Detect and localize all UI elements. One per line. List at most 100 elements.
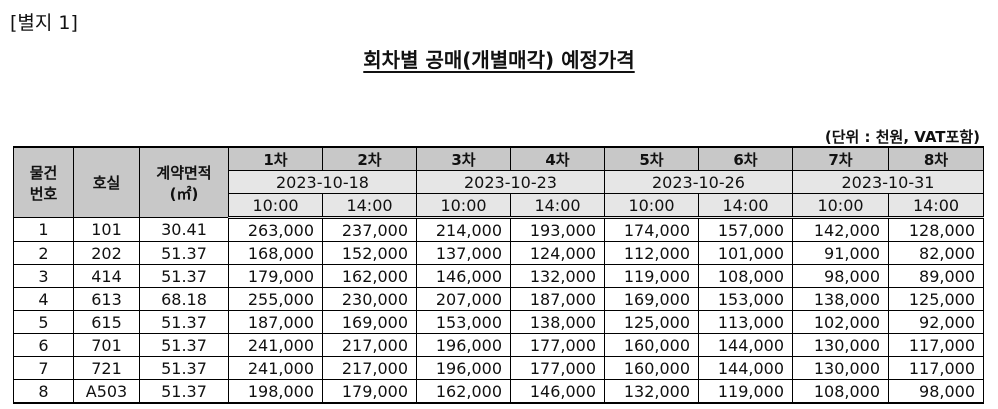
cell-price: 117,000: [888, 333, 984, 357]
cell-item-no: 7: [13, 356, 74, 380]
header-round: 4차: [510, 146, 605, 171]
header-round: 6차: [698, 146, 793, 171]
cell-price: 177,000: [510, 356, 605, 380]
header-time: 14:00: [698, 193, 793, 219]
cell-price: 117,000: [888, 356, 984, 380]
cell-price: 91,000: [792, 241, 889, 265]
cell-price: 217,000: [322, 356, 417, 380]
table-row: 6 701 51.37 241,000 217,000 196,000 177,000 160…: [13, 333, 984, 357]
cell-price: 196,000: [416, 333, 511, 357]
cell-area: 68.18: [139, 287, 229, 311]
cell-price: 179,000: [228, 264, 323, 288]
cell-price: 169,000: [604, 287, 699, 311]
cell-price: 255,000: [228, 287, 323, 311]
cell-price: 152,000: [322, 241, 417, 265]
header-time: 14:00: [888, 193, 984, 219]
table-row: 1 101 30.41 263,000 237,000 214,000 193,000 174…: [13, 217, 984, 242]
cell-price: 198,000: [228, 379, 323, 404]
cell-price: 132,000: [510, 264, 605, 288]
table-row: 8 A503 51.37 198,000 179,000 162,000 146,000 13…: [13, 379, 984, 404]
cell-price: 230,000: [322, 287, 417, 311]
header-time: 10:00: [604, 193, 699, 219]
cell-price: 144,000: [698, 356, 793, 380]
cell-unit: A503: [73, 379, 140, 404]
cell-price: 138,000: [792, 287, 889, 311]
cell-price: 98,000: [888, 379, 984, 404]
cell-price: 108,000: [698, 264, 793, 288]
header-round: 2차: [322, 146, 417, 171]
cell-price: 217,000: [322, 333, 417, 357]
cell-price: 241,000: [228, 356, 323, 380]
cell-price: 169,000: [322, 310, 417, 334]
header-date: 2023-10-31: [792, 170, 984, 194]
cell-item-no: 5: [13, 310, 74, 334]
page-title: 회차별 공매(개별매각) 예정가격: [363, 48, 635, 72]
cell-item-no: 3: [13, 264, 74, 288]
table-row: 4 613 68.18 255,000 230,000 207,000 187,000 169…: [13, 287, 984, 311]
cell-price: 162,000: [416, 379, 511, 404]
cell-area: 30.41: [139, 217, 229, 242]
cell-item-no: 4: [13, 287, 74, 311]
cell-item-no: 2: [13, 241, 74, 265]
cell-price: 138,000: [510, 310, 605, 334]
cell-price: 130,000: [792, 333, 889, 357]
cell-price: 124,000: [510, 241, 605, 265]
table-row: 5 615 51.37 187,000 169,000 153,000 138,000 125…: [13, 310, 984, 334]
cell-area: 51.37: [139, 379, 229, 404]
cell-price: 241,000: [228, 333, 323, 357]
cell-price: 146,000: [510, 379, 605, 404]
cell-area: 51.37: [139, 241, 229, 265]
cell-price: 119,000: [604, 264, 699, 288]
cell-item-no: 1: [13, 217, 74, 242]
header-round: 7차: [792, 146, 889, 171]
cell-price: 193,000: [510, 217, 605, 242]
cell-area: 51.37: [139, 356, 229, 380]
header-round: 5차: [604, 146, 699, 171]
cell-price: 125,000: [604, 310, 699, 334]
cell-price: 128,000: [888, 217, 984, 242]
cell-price: 98,000: [792, 264, 889, 288]
cell-unit: 101: [73, 217, 140, 242]
cell-price: 132,000: [604, 379, 699, 404]
cell-unit: 615: [73, 310, 140, 334]
cell-item-no: 6: [13, 333, 74, 357]
cell-price: 125,000: [888, 287, 984, 311]
cell-price: 146,000: [416, 264, 511, 288]
cell-area: 51.37: [139, 310, 229, 334]
cell-price: 187,000: [228, 310, 323, 334]
cell-price: 207,000: [416, 287, 511, 311]
cell-price: 144,000: [698, 333, 793, 357]
cell-price: 153,000: [416, 310, 511, 334]
header-time: 10:00: [792, 193, 889, 219]
cell-price: 92,000: [888, 310, 984, 334]
cell-price: 119,000: [698, 379, 793, 404]
cell-price: 82,000: [888, 241, 984, 265]
cell-price: 168,000: [228, 241, 323, 265]
cell-unit: 721: [73, 356, 140, 380]
header-date: 2023-10-18: [228, 170, 417, 194]
cell-price: 162,000: [322, 264, 417, 288]
cell-price: 237,000: [322, 217, 417, 242]
table-row: 3 414 51.37 179,000 162,000 146,000 132,000 119…: [13, 264, 984, 288]
cell-price: 112,000: [604, 241, 699, 265]
cell-unit: 202: [73, 241, 140, 265]
cell-unit: 613: [73, 287, 140, 311]
table-row: 2 202 51.37 168,000 152,000 137,000 124,000 112…: [13, 241, 984, 265]
table-row: 7 721 51.37 241,000 217,000 196,000 177,000 160…: [13, 356, 984, 380]
unit-note: (단위 : 천원, VAT포함): [824, 128, 980, 146]
cell-unit: 414: [73, 264, 140, 288]
header-time: 10:00: [228, 193, 323, 219]
cell-unit: 701: [73, 333, 140, 357]
header-round: 3차: [416, 146, 511, 171]
cell-price: 113,000: [698, 310, 793, 334]
cell-price: 108,000: [792, 379, 889, 404]
cell-price: 177,000: [510, 333, 605, 357]
header-date: 2023-10-26: [604, 170, 793, 194]
cell-price: 214,000: [416, 217, 511, 242]
cell-item-no: 8: [13, 379, 74, 404]
cell-price: 101,000: [698, 241, 793, 265]
header-item-no: 물건 번호: [13, 146, 74, 218]
cell-price: 157,000: [698, 217, 793, 242]
cell-price: 160,000: [604, 333, 699, 357]
header-unit: 호실: [73, 146, 140, 218]
